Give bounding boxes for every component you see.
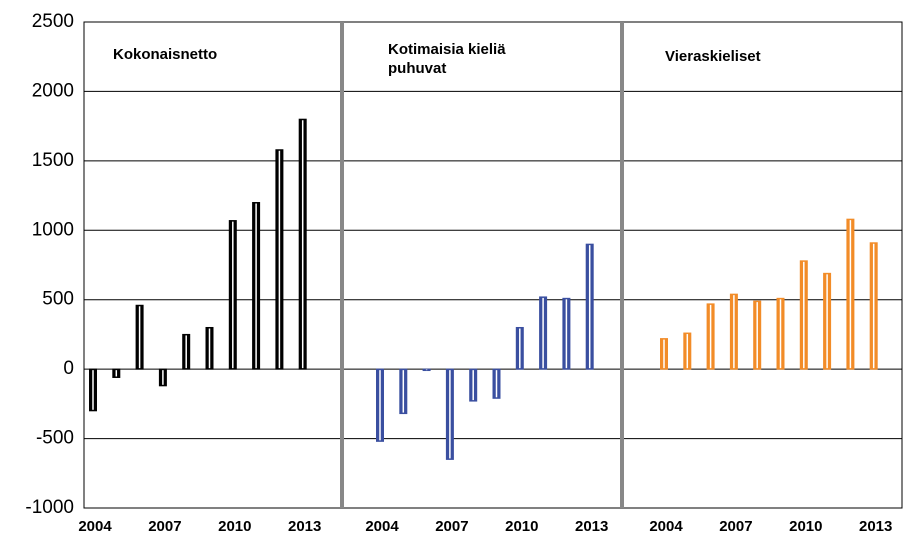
y-tick-label: -1000 <box>25 497 74 518</box>
y-tick-label: 1500 <box>32 150 74 171</box>
x-tick-label: 2004 <box>365 518 399 535</box>
x-tick-label: 2010 <box>789 518 822 535</box>
x-tick-label: 2004 <box>649 518 683 535</box>
x-tick-label: 2007 <box>435 518 468 535</box>
y-tick-label: 1000 <box>32 219 74 240</box>
x-tick-label: 2013 <box>288 518 321 535</box>
panel-title: Vieraskieliset <box>665 48 761 65</box>
x-tick-label: 2013 <box>859 518 892 535</box>
x-tick-label: 2007 <box>719 518 752 535</box>
panel-title: Kokonaisnetto <box>113 46 217 63</box>
y-tick-label: 500 <box>42 289 74 310</box>
x-tick-label: 2007 <box>148 518 181 535</box>
plot-border <box>83 21 903 509</box>
panel-title: puhuvat <box>388 60 446 77</box>
x-tick-label: 2010 <box>505 518 538 535</box>
y-tick-label: -500 <box>36 428 74 449</box>
y-tick-label: 2000 <box>32 80 74 101</box>
x-tick-label: 2004 <box>78 518 112 535</box>
x-tick-label: 2013 <box>575 518 608 535</box>
x-tick-label: 2010 <box>218 518 251 535</box>
panel-title: Kotimaisia kieliä <box>388 41 506 58</box>
y-tick-label: 0 <box>63 358 74 379</box>
y-tick-label: 2500 <box>32 11 74 32</box>
